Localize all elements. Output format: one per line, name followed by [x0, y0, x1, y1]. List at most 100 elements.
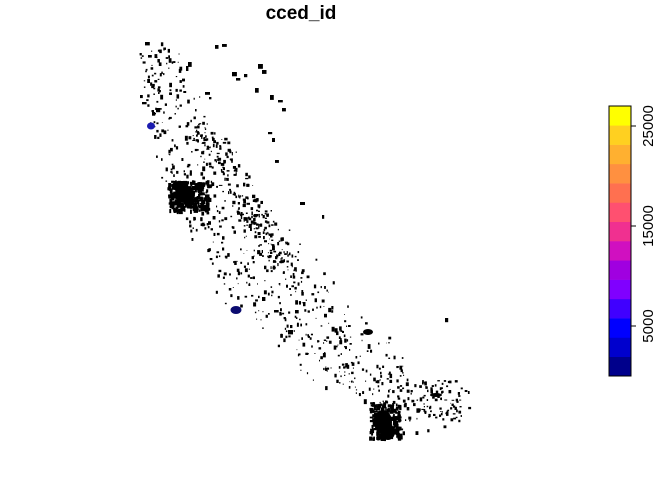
protected-area-patch: [209, 146, 211, 149]
protected-area-patch: [169, 92, 172, 95]
protected-area-patch: [200, 223, 204, 226]
protected-area-patch: [287, 269, 289, 271]
protected-area-patch: [157, 88, 160, 92]
protected-area-patch: [338, 336, 341, 339]
protected-area-patch: [143, 86, 146, 88]
protected-area-patch: [376, 431, 380, 436]
protected-area-patch: [205, 198, 209, 203]
protected-area-patch: [175, 76, 178, 78]
protected-area-patch: [459, 406, 462, 408]
protected-area-patch: [211, 262, 214, 265]
protected-area-patch: [171, 139, 174, 142]
protected-area-patch: [394, 416, 397, 420]
protected-area-patch: [185, 125, 189, 128]
protected-area-patch: [416, 408, 420, 413]
protected-area-patch: [224, 177, 226, 181]
protected-area-patch: [186, 174, 189, 179]
protected-area-patch: [437, 380, 440, 382]
protected-area-patch: [179, 125, 181, 128]
protected-area-patch: [417, 399, 419, 401]
protected-area-patch: [215, 45, 219, 49]
protected-area-patch: [197, 164, 199, 166]
protected-area-patch: [442, 418, 445, 421]
protected-area-patch: [230, 294, 233, 298]
protected-area-patch: [260, 319, 262, 321]
protected-area-patch: [217, 274, 220, 278]
protected-area-patch: [179, 104, 182, 107]
protected-area-patch: [361, 339, 363, 342]
protected-area-patch: [369, 436, 373, 441]
protected-area-patch: [190, 187, 194, 190]
protected-area-patch: [272, 248, 275, 250]
protected-area-patch: [344, 371, 346, 373]
protected-area-patch: [250, 207, 254, 211]
legend-bin: [609, 298, 631, 319]
protected-area-patch: [398, 406, 401, 409]
protected-area-patch: [147, 122, 155, 130]
protected-area-patch: [170, 204, 173, 209]
protected-area-patch: [191, 151, 193, 153]
protected-area-patch: [403, 374, 405, 376]
protected-area-patch: [390, 416, 395, 421]
protected-area-patch: [139, 53, 142, 56]
protected-area-patch: [194, 183, 198, 186]
protected-area-patch: [262, 70, 267, 74]
protected-area-patch: [245, 212, 248, 214]
protected-area-patch: [159, 133, 162, 137]
protected-area-patch: [296, 349, 298, 351]
protected-area-patch: [353, 381, 354, 383]
protected-area-patch: [182, 78, 185, 82]
protected-area-patch: [370, 349, 373, 353]
protected-area-patch: [248, 268, 250, 270]
protected-area-patch: [237, 283, 239, 285]
protected-area-patch: [296, 323, 299, 327]
color-legend: 5000 15000 25000: [608, 105, 657, 377]
protected-area-patch: [307, 335, 310, 338]
protected-area-patch: [264, 210, 268, 213]
protected-area-patch: [373, 388, 375, 390]
protected-area-patch: [258, 245, 260, 247]
protected-area-patch: [427, 389, 429, 393]
protected-area-patch: [362, 391, 365, 394]
protected-area-patch: [429, 406, 431, 409]
protected-area-patch: [157, 136, 160, 139]
legend-color-bins: [609, 106, 631, 377]
protected-area-patch: [212, 241, 214, 243]
protected-area-patch: [188, 136, 192, 140]
protected-area-patch: [337, 354, 340, 357]
protected-area-patch: [280, 308, 282, 312]
legend-bin: [609, 183, 631, 203]
protected-area-patch: [397, 386, 400, 389]
protected-area-patch: [298, 339, 300, 341]
protected-area-patch: [176, 170, 179, 174]
protected-area-patch: [396, 366, 399, 369]
protected-area-patch: [141, 55, 144, 57]
protected-area-patch: [258, 223, 261, 225]
protected-area-patch: [169, 187, 172, 190]
protected-area-patch: [415, 431, 419, 435]
protected-area-patch: [319, 359, 320, 362]
protected-area-patch: [240, 304, 243, 308]
protected-area-patch: [277, 344, 280, 348]
protected-area-patch: [203, 198, 207, 201]
protected-area-patch: [295, 290, 297, 293]
protected-area-patch: [377, 380, 380, 384]
protected-area-patch: [251, 256, 254, 260]
protected-area-patch: [288, 335, 291, 338]
protected-area-patch: [388, 371, 391, 375]
protected-area-patch: [163, 47, 166, 50]
protected-area-patch: [299, 243, 301, 245]
protected-area-patch: [305, 299, 307, 301]
protected-area-patch: [228, 288, 232, 291]
legend-bin: [609, 106, 631, 126]
map-title: cced_id: [266, 3, 337, 24]
protected-area-patch: [460, 387, 463, 390]
protected-area-patch: [312, 379, 314, 381]
protected-area-patch: [262, 231, 265, 234]
protected-area-patch: [200, 217, 203, 222]
protected-area-patch: [367, 344, 371, 349]
legend-tick-label: 15000: [640, 205, 657, 247]
protected-area-patch: [173, 61, 176, 63]
protected-area-patch: [308, 353, 309, 355]
protected-area-patch: [284, 318, 287, 322]
